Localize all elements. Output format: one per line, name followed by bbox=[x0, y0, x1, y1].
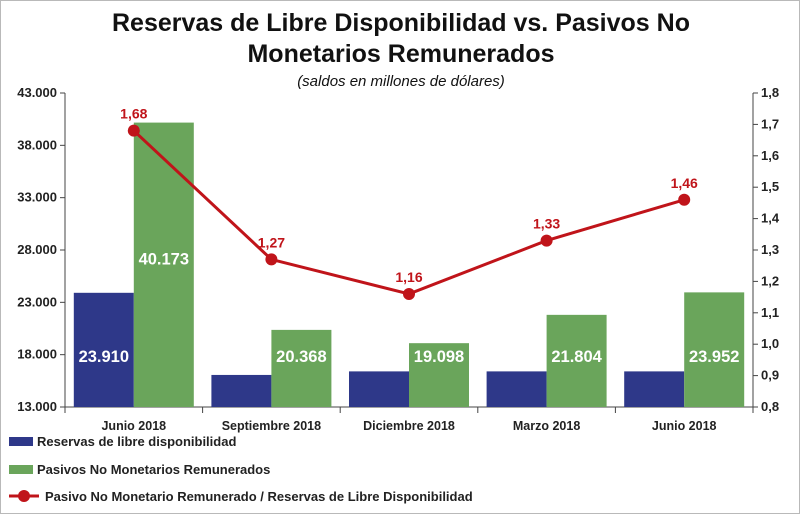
right-tick-label: 1,5 bbox=[761, 179, 779, 194]
bar-label-reservas: 16.403 bbox=[354, 348, 404, 366]
chart-title-line-2: Monetarios Remunerados bbox=[247, 40, 555, 68]
ratio-label: 1,27 bbox=[258, 234, 285, 250]
left-tick-label: 33.000 bbox=[17, 190, 57, 205]
bar-reservas bbox=[624, 371, 685, 407]
bar-label-pasivos: 20.368 bbox=[276, 348, 326, 366]
ratio-point bbox=[540, 234, 553, 247]
ratio-label: 1,16 bbox=[395, 269, 422, 285]
ratio-point bbox=[265, 253, 278, 266]
ratio-label: 1,46 bbox=[671, 175, 698, 191]
ratio-point bbox=[678, 193, 691, 206]
ratio-label: 1,68 bbox=[120, 106, 147, 122]
right-tick-label: 1,8 bbox=[761, 85, 779, 100]
ratio-label: 1,33 bbox=[533, 216, 560, 232]
right-tick-label: 1,6 bbox=[761, 148, 779, 163]
chart-title-line-1: Reservas de Libre Disponibilidad vs. Pas… bbox=[112, 9, 690, 37]
x-tick-label: Junio 2018 bbox=[101, 419, 166, 433]
right-tick-label: 1,3 bbox=[761, 242, 779, 257]
left-tick-label: 43.000 bbox=[17, 85, 57, 100]
bar-pasivos bbox=[133, 122, 194, 407]
bar-reservas bbox=[73, 292, 134, 407]
bar-label-reservas: 16.063 bbox=[216, 348, 266, 366]
bar-pasivos bbox=[409, 343, 469, 407]
left-tick-label: 38.000 bbox=[17, 137, 57, 152]
right-tick-label: 0,8 bbox=[761, 399, 779, 414]
bar-pasivos bbox=[271, 329, 332, 407]
bar-label-pasivos: 21.804 bbox=[551, 348, 602, 366]
bar-reservas bbox=[486, 371, 547, 407]
bar-label-pasivos: 23.952 bbox=[689, 348, 739, 366]
left-tick-label: 13.000 bbox=[17, 399, 57, 414]
x-tick-label: Junio 2018 bbox=[652, 419, 717, 433]
legend-label-pasivos: Pasivos No Monetarios Remunerados bbox=[37, 462, 270, 477]
legend-marker-ratio bbox=[18, 490, 30, 502]
legend-label-reservas: Reservas de libre disponibilidad bbox=[37, 434, 236, 449]
right-tick-label: 1,4 bbox=[761, 211, 780, 226]
x-tick-label: Marzo 2018 bbox=[513, 419, 580, 433]
left-tick-label: 28.000 bbox=[17, 242, 57, 257]
right-tick-label: 1,2 bbox=[761, 273, 779, 288]
x-tick-label: Diciembre 2018 bbox=[363, 419, 455, 433]
bar-reservas bbox=[211, 374, 272, 407]
bar-pasivos bbox=[546, 314, 607, 407]
right-tick-label: 1,1 bbox=[761, 305, 779, 320]
bar-reservas bbox=[349, 371, 409, 407]
bar-label-reservas: 16.403 bbox=[491, 348, 541, 366]
chart-subtitle: (saldos en millones de dólares) bbox=[297, 73, 505, 90]
left-tick-label: 18.000 bbox=[17, 347, 57, 362]
legend-swatch-reservas bbox=[9, 437, 33, 446]
bar-label-reservas: 16.403 bbox=[629, 348, 679, 366]
legend-swatch-pasivos bbox=[9, 465, 33, 474]
right-tick-label: 1,7 bbox=[761, 116, 779, 131]
ratio-point bbox=[127, 124, 140, 137]
bar-label-pasivos: 19.098 bbox=[414, 348, 464, 366]
legend-label-ratio: Pasivo No Monetario Remunerado / Reserva… bbox=[45, 489, 473, 504]
right-tick-label: 1,0 bbox=[761, 336, 779, 351]
bar-pasivos bbox=[684, 292, 745, 407]
x-tick-label: Septiembre 2018 bbox=[222, 419, 321, 433]
bar-label-reservas: 23.910 bbox=[79, 348, 129, 366]
left-tick-label: 23.000 bbox=[17, 294, 57, 309]
bar-label-pasivos: 40.173 bbox=[139, 251, 189, 269]
ratio-point bbox=[403, 287, 415, 300]
right-tick-label: 0,9 bbox=[761, 368, 779, 383]
